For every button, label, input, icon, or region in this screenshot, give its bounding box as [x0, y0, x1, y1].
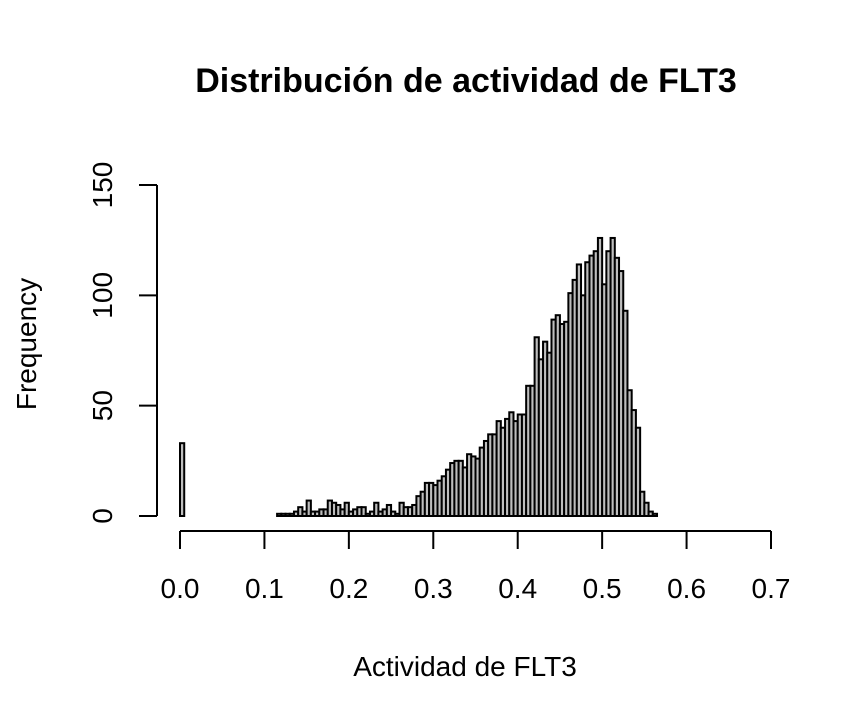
histogram-bar: [634, 426, 642, 518]
x-tick-label: 0.1: [245, 573, 284, 604]
y-tick-label: 50: [87, 390, 118, 421]
y-tick-label: 150: [87, 162, 118, 209]
x-axis: 0.0 0.1 0.2 0.3 0.4 0.5 0.6 0.7: [161, 530, 791, 604]
y-axis-label: Frequency: [11, 278, 42, 410]
x-tick-label: 0.4: [498, 573, 537, 604]
y-tick-label: 0: [87, 508, 118, 524]
x-tick-label: 0.7: [752, 573, 791, 604]
chart-title: Distribución de actividad de FLT3: [195, 62, 737, 100]
x-axis-label: Actividad de FLT3: [353, 651, 577, 682]
histogram-bars: [179, 236, 659, 518]
histogram-bar: [343, 501, 350, 518]
x-tick-label: 0.6: [667, 573, 706, 604]
y-tick-label: 100: [87, 272, 118, 319]
histogram-bar: [360, 506, 367, 518]
x-tick-label: 0.5: [583, 573, 622, 604]
histogram-bar: [373, 501, 380, 518]
histogram-bar: [305, 499, 312, 518]
histogram-bar: [385, 503, 393, 518]
histogram-bar: [651, 512, 659, 518]
histogram-bar: [179, 442, 186, 517]
y-axis: 0 50 100 150: [87, 162, 158, 524]
x-tick-label: 0.0: [161, 573, 200, 604]
x-tick-label: 0.2: [329, 573, 368, 604]
x-tick-label: 0.3: [414, 573, 453, 604]
histogram-bar: [643, 501, 650, 518]
